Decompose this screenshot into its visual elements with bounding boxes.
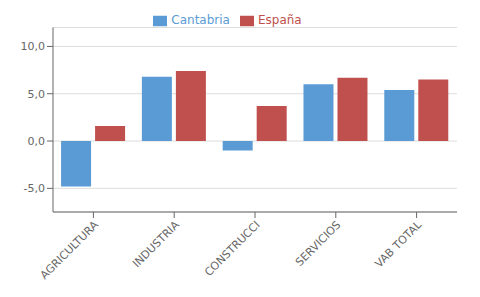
- svg-text:0,0: 0,0: [28, 135, 46, 148]
- svg-text:SERVICIOS: SERVICIOS: [293, 218, 343, 268]
- svg-text:INDUSTRIA: INDUSTRIA: [130, 218, 182, 270]
- svg-text:CONSTRUCCI: CONSTRUCCI: [202, 218, 263, 279]
- svg-text:5,0: 5,0: [28, 88, 46, 101]
- svg-text:AGRICULTURA: AGRICULTURA: [38, 218, 102, 282]
- svg-text:-5,0: -5,0: [24, 182, 45, 195]
- svg-text:VAB TOTAL: VAB TOTAL: [372, 218, 424, 270]
- html-text:España: España: [257, 13, 302, 27]
- html-text:Cantabria: Cantabria: [171, 13, 230, 27]
- svg-text:10,0: 10,0: [21, 40, 46, 53]
